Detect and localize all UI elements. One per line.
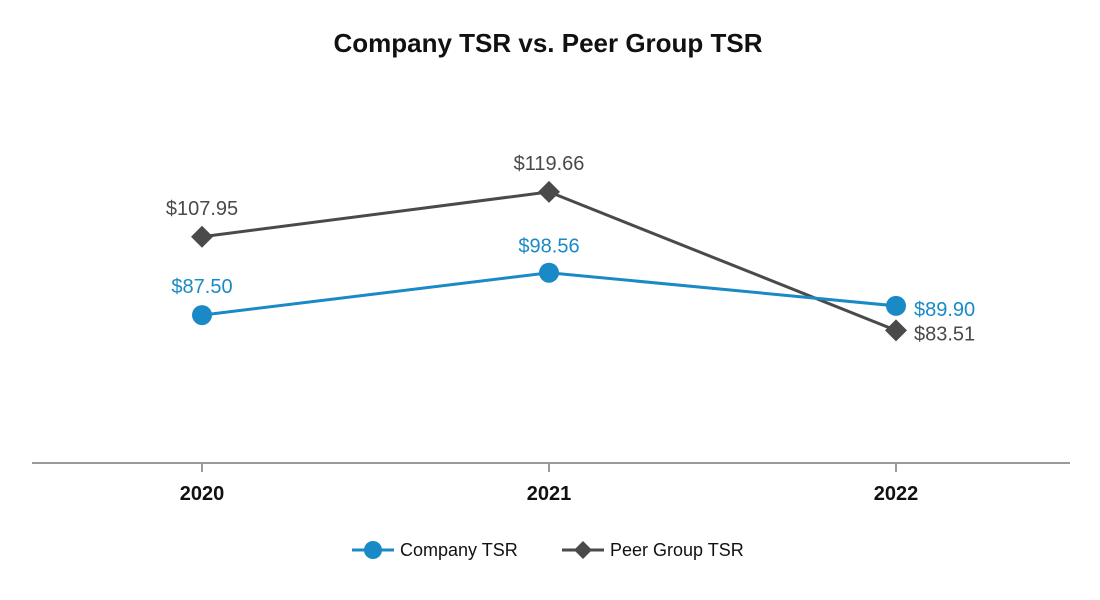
series-line-peer-group-tsr [201, 190, 897, 332]
legend-label-company-tsr: Company TSR [400, 540, 518, 560]
legend-item-peer-group-tsr: Peer Group TSR [562, 540, 744, 560]
data-label-peer-group-tsr-2020: $107.95 [166, 198, 238, 220]
data-label-peer-group-tsr-2021: $119.66 [514, 153, 585, 175]
data-point-company-tsr-2022 [886, 295, 906, 316]
data-label-peer-group-tsr-2022: $83.51 [914, 323, 975, 345]
data-point-peer-group-tsr-2022 [885, 319, 907, 342]
legend-marker-company-tsr [364, 541, 382, 559]
data-label-company-tsr-2020: $87.50 [171, 276, 232, 298]
data-point-peer-group-tsr-2020 [191, 225, 213, 248]
x-axis-ticks: 2020 2021 2022 [180, 463, 919, 505]
legend-label-peer-group-tsr: Peer Group TSR [610, 540, 744, 560]
data-point-company-tsr-2020 [192, 305, 212, 326]
x-tick-label-2022: 2022 [874, 483, 919, 505]
data-label-company-tsr-2021: $98.56 [518, 236, 579, 258]
data-point-company-tsr-2021 [539, 262, 559, 283]
legend-marker-peer-group-tsr [574, 541, 592, 559]
data-point-peer-group-tsr-2021 [538, 180, 560, 203]
x-tick-label-2020: 2020 [180, 483, 225, 505]
x-tick-label-2021: 2021 [527, 483, 572, 505]
data-label-company-tsr-2022: $89.90 [914, 299, 975, 321]
chart-title: Company TSR vs. Peer Group TSR [333, 28, 762, 58]
legend-item-company-tsr: Company TSR [352, 540, 518, 560]
series-layer: $107.95 $119.66 $83.51 $87.50 $98.56 $89.90 [166, 153, 975, 345]
legend: Company TSR Peer Group TSR [352, 540, 744, 560]
